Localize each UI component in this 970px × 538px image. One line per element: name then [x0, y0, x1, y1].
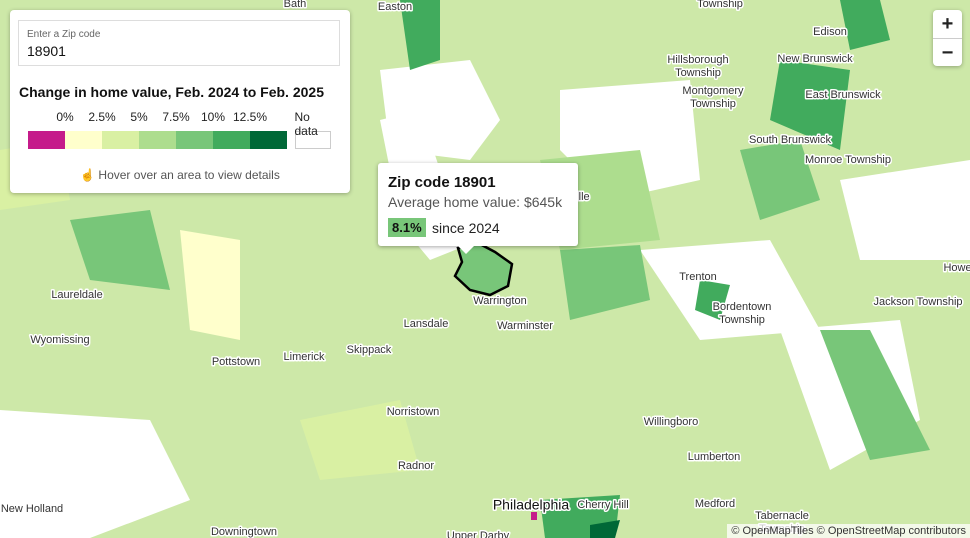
hint-text: Hover over an area to view details — [98, 168, 280, 182]
place-label: Medford — [695, 498, 735, 510]
input-label: Enter a Zip code — [27, 29, 101, 40]
place-label: Philadelphia — [493, 497, 569, 513]
place-label: New Brunswick — [777, 53, 853, 65]
place-label: Lumberton — [688, 451, 741, 463]
place-label: Edison — [813, 26, 847, 38]
legend-title: Change in home value, Feb. 2024 to Feb. … — [19, 84, 324, 100]
place-label: Trenton — [679, 271, 717, 283]
place-label: New Holland — [1, 503, 63, 515]
place-label: Laureldale — [51, 289, 102, 301]
place-label: Limerick — [284, 351, 325, 363]
place-label: Pottstown — [212, 356, 260, 368]
legend-label: 7.5% — [162, 110, 190, 124]
control-panel: Enter a Zip code 18901 Change in home va… — [10, 10, 350, 193]
tooltip-since: since 2024 — [432, 220, 500, 236]
legend-label: 0% — [56, 110, 74, 124]
place-label: Howell — [943, 262, 970, 274]
place-label: Bath — [284, 0, 307, 10]
legend-swatch — [213, 131, 250, 149]
place-label: East Brunswick — [805, 89, 881, 101]
place-label: Norristown — [387, 406, 440, 418]
place-label: Skippack — [347, 344, 392, 356]
tooltip-subtitle: Average home value: $645k — [388, 194, 563, 210]
tooltip-title: Zip code 18901 — [388, 174, 496, 191]
tooltip-change: 8.1% — [388, 218, 426, 237]
place-label: Willingboro — [644, 416, 698, 428]
place-label: Montgomery — [682, 85, 744, 97]
legend-label: 12.5% — [232, 110, 268, 124]
place-label: Wyomissing — [30, 334, 89, 346]
legend-swatch — [65, 131, 102, 149]
place-label: South Brunswick — [749, 134, 831, 146]
legend-swatch — [139, 131, 176, 149]
legend-label: 2.5% — [88, 110, 116, 124]
place-label: Township — [719, 314, 765, 326]
zip-input[interactable]: Enter a Zip code 18901 — [18, 20, 340, 66]
legend-swatch — [176, 131, 213, 149]
place-label: Tabernacle — [755, 510, 809, 522]
place-label: Lansdale — [404, 318, 449, 330]
hint: ☝ Hover over an area to view details — [80, 168, 280, 182]
input-value[interactable]: 18901 — [27, 43, 66, 59]
place-label: Warminster — [497, 320, 553, 332]
legend-label: No data — [294, 110, 318, 138]
place-label: Cherry Hill — [577, 499, 628, 511]
place-label: Hillsborough — [667, 54, 728, 66]
place-label: Downingtown — [211, 526, 277, 538]
tooltip: Zip code 18901 Average home value: $645k… — [378, 163, 578, 254]
place-label: Township — [675, 67, 721, 79]
place-label: Jackson Township — [873, 296, 962, 308]
place-label: Warrington — [473, 295, 526, 307]
attribution: © OpenMapTiles © OpenStreetMap contribut… — [727, 524, 970, 538]
place-label: Upper Darby — [447, 530, 510, 538]
legend-label: 5% — [130, 110, 148, 124]
place-label: Bordentown — [713, 301, 772, 313]
legend-label: 10% — [200, 110, 226, 124]
zoom-in[interactable]: + — [941, 13, 954, 35]
legend-swatch — [250, 131, 287, 149]
place-label: Monroe Township — [805, 154, 891, 166]
place-label: Radnor — [398, 460, 434, 472]
zoom-out[interactable]: − — [933, 38, 962, 67]
place-label: Township — [690, 98, 736, 110]
legend-swatch — [28, 131, 65, 149]
legend-swatch — [102, 131, 139, 149]
legend-swatch — [295, 131, 331, 149]
place-label: Township — [697, 0, 743, 10]
zoom-control: + − — [933, 10, 962, 66]
place-label: Easton — [378, 1, 412, 13]
selected-zip[interactable] — [453, 241, 514, 297]
